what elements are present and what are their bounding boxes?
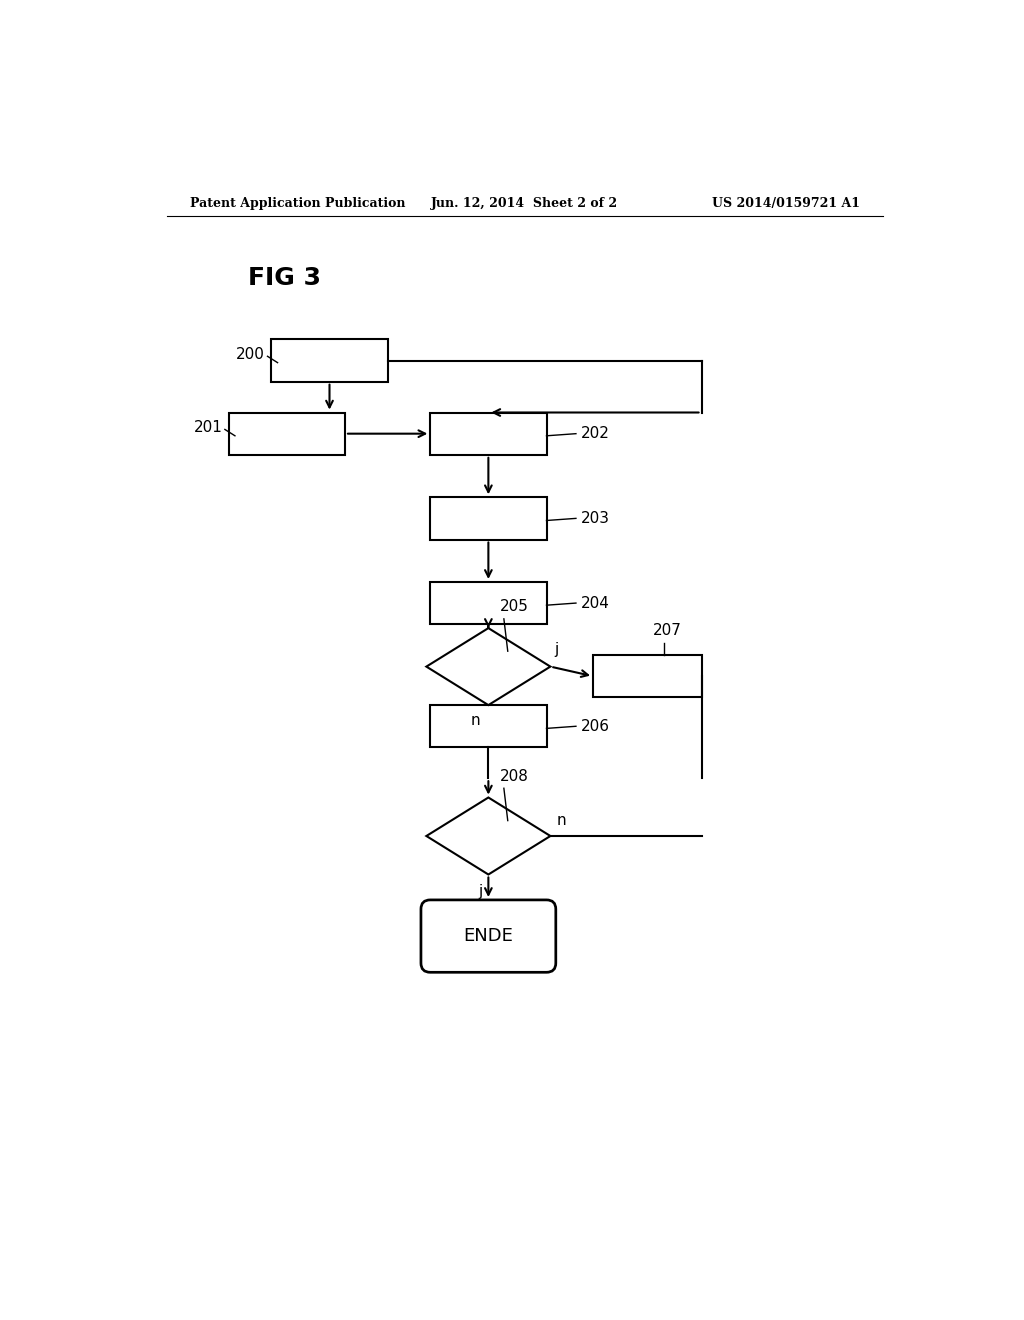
Text: US 2014/0159721 A1: US 2014/0159721 A1 (712, 197, 859, 210)
FancyBboxPatch shape (421, 900, 556, 973)
Bar (430, 582, 547, 624)
Bar (430, 412, 547, 455)
Text: FIG 3: FIG 3 (248, 265, 322, 290)
Polygon shape (426, 797, 550, 874)
Bar (228, 412, 345, 455)
Text: j: j (554, 643, 558, 657)
Text: j: j (478, 884, 482, 899)
Bar (593, 655, 701, 697)
Text: 206: 206 (582, 719, 610, 734)
Text: Jun. 12, 2014  Sheet 2 of 2: Jun. 12, 2014 Sheet 2 of 2 (431, 197, 618, 210)
Text: n: n (557, 813, 566, 829)
Polygon shape (426, 628, 550, 705)
Text: 200: 200 (237, 347, 265, 362)
Text: 207: 207 (652, 623, 682, 638)
Text: 205: 205 (500, 599, 528, 614)
Text: 203: 203 (582, 511, 610, 525)
Bar (430, 498, 547, 540)
Text: Patent Application Publication: Patent Application Publication (190, 197, 406, 210)
Bar (271, 339, 388, 381)
Text: 201: 201 (194, 420, 222, 434)
Text: n: n (471, 713, 480, 727)
Text: 202: 202 (582, 426, 610, 441)
Text: ENDE: ENDE (464, 927, 513, 945)
Text: 204: 204 (582, 595, 610, 611)
Text: 208: 208 (500, 768, 528, 784)
Bar (430, 705, 547, 747)
